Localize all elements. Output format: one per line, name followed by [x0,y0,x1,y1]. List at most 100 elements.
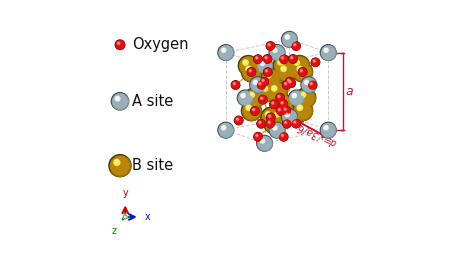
Ellipse shape [264,68,272,76]
Ellipse shape [267,114,275,122]
Ellipse shape [291,57,293,59]
Ellipse shape [277,94,283,101]
Ellipse shape [115,161,118,163]
Ellipse shape [260,61,264,65]
Ellipse shape [321,46,336,60]
Ellipse shape [264,68,272,76]
Ellipse shape [278,64,294,80]
Ellipse shape [261,78,268,86]
Ellipse shape [118,42,120,45]
Ellipse shape [290,92,303,104]
Ellipse shape [289,55,297,63]
Ellipse shape [285,83,286,84]
Ellipse shape [279,100,287,108]
Ellipse shape [263,80,264,81]
Ellipse shape [262,70,281,88]
Ellipse shape [265,73,271,78]
Ellipse shape [237,90,253,106]
Ellipse shape [286,113,288,115]
Ellipse shape [292,62,313,82]
Ellipse shape [286,78,293,85]
Ellipse shape [253,80,257,85]
Ellipse shape [244,61,246,63]
Ellipse shape [277,107,284,115]
Ellipse shape [294,63,312,82]
Ellipse shape [257,120,265,128]
Ellipse shape [259,96,266,103]
Ellipse shape [276,94,284,102]
Ellipse shape [324,48,328,52]
Ellipse shape [260,139,264,143]
Ellipse shape [255,57,258,59]
Ellipse shape [116,97,118,99]
Ellipse shape [242,94,244,96]
Ellipse shape [269,122,285,138]
Ellipse shape [260,83,276,100]
Ellipse shape [115,40,125,49]
Ellipse shape [218,45,234,60]
Ellipse shape [282,67,284,70]
Ellipse shape [261,69,281,89]
Ellipse shape [249,92,255,98]
Ellipse shape [254,133,262,141]
Ellipse shape [271,124,283,136]
Ellipse shape [221,126,226,130]
Ellipse shape [300,92,306,98]
Ellipse shape [247,68,255,76]
Ellipse shape [299,68,307,76]
Ellipse shape [250,93,253,96]
Ellipse shape [320,45,336,60]
Ellipse shape [304,80,309,85]
Ellipse shape [313,60,315,62]
Ellipse shape [297,89,315,108]
Ellipse shape [264,69,271,75]
Ellipse shape [290,55,310,75]
Ellipse shape [299,106,301,109]
Ellipse shape [248,68,255,76]
Ellipse shape [268,118,274,124]
Ellipse shape [312,59,319,66]
Ellipse shape [309,81,317,89]
Ellipse shape [285,112,290,117]
Ellipse shape [273,127,276,129]
Ellipse shape [251,107,259,115]
Ellipse shape [292,120,300,127]
Ellipse shape [219,123,234,138]
Ellipse shape [294,122,295,123]
Ellipse shape [239,92,252,104]
Ellipse shape [245,88,264,108]
Ellipse shape [261,140,263,142]
Text: d=√3a/6: d=√3a/6 [295,121,338,147]
Ellipse shape [262,109,281,127]
Ellipse shape [291,57,309,75]
Ellipse shape [273,94,293,114]
Ellipse shape [285,122,286,123]
Ellipse shape [257,135,273,151]
Text: x: x [145,212,150,222]
Ellipse shape [283,81,291,89]
Ellipse shape [243,103,260,119]
Ellipse shape [270,119,272,122]
Ellipse shape [278,98,283,104]
Ellipse shape [268,44,270,46]
Ellipse shape [277,108,284,114]
Ellipse shape [257,58,273,74]
Ellipse shape [301,69,302,72]
Ellipse shape [257,81,265,89]
Ellipse shape [294,60,300,65]
Ellipse shape [298,90,314,106]
Ellipse shape [320,122,336,138]
Ellipse shape [290,91,304,106]
Ellipse shape [222,49,225,51]
Ellipse shape [289,55,297,63]
Ellipse shape [275,96,292,112]
Ellipse shape [281,134,283,137]
Ellipse shape [234,83,235,84]
Ellipse shape [258,120,264,127]
Ellipse shape [259,83,261,85]
Ellipse shape [276,107,285,115]
Ellipse shape [110,156,131,176]
Ellipse shape [257,81,265,89]
Ellipse shape [290,55,296,62]
Ellipse shape [276,94,284,102]
